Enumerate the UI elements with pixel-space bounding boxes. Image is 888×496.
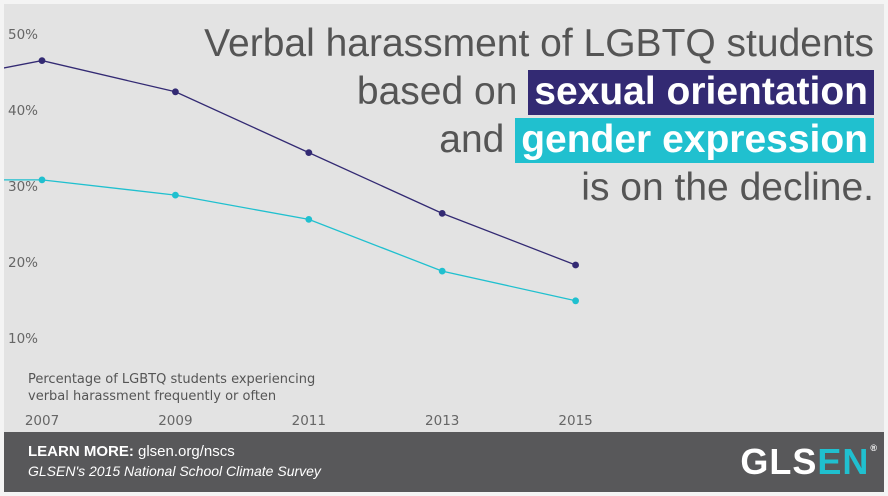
data-point-gender-expression-2007 [38, 176, 46, 184]
x-tick-label: 2009 [158, 413, 192, 429]
y-tick-label: 30% [8, 179, 38, 195]
ticks-layer: 50% 40% 30% 20% 10% 2007 2009 2011 2013 2015 [8, 27, 593, 429]
headline-line1: Verbal harassment of LGBTQ students [204, 22, 874, 65]
learn-more-label: LEARN MORE: [28, 443, 134, 460]
x-tick-label: 2011 [292, 413, 326, 429]
x-tick-label: 2015 [558, 413, 592, 429]
y-tick-label: 50% [8, 27, 38, 43]
data-point-sexual-orientation-2009 [172, 88, 179, 96]
data-point-gender-expression-2013 [438, 267, 446, 275]
logo-accent: EN [817, 441, 870, 482]
line-chart: 50% 40% 30% 20% 10% 2007 2009 2011 2013 2015 Perc… [4, 27, 593, 429]
x-tick-label: 2007 [25, 413, 59, 429]
data-point-sexual-orientation-2013 [438, 210, 446, 217]
headline-line2: based on sexual orientation [204, 68, 874, 116]
headline: Verbal harassment of LGBTQ students base… [204, 20, 874, 212]
x-tick-label: 2013 [425, 413, 459, 429]
chart-panel: 50% 40% 30% 20% 10% 2007 2009 2011 2013 2015 Perc… [4, 4, 884, 432]
series-line-sexual-orientation [4, 59, 576, 266]
headline-line3: and gender expression [204, 116, 874, 164]
data-point-sexual-orientation-2011 [305, 149, 313, 157]
headline-line2-prefix: based on [356, 70, 518, 113]
y-tick-label: 20% [8, 255, 38, 271]
survey-source: GLSEN's 2015 National School Climate Sur… [28, 463, 321, 479]
data-point-gender-expression-2015 [572, 297, 579, 305]
data-point-gender-expression-2011 [305, 216, 313, 223]
data-point-sexual-orientation-2007 [38, 57, 46, 64]
y-axis-label-line2: verbal harassment frequently or often [28, 389, 276, 404]
glsen-logo: GLSEN® [740, 441, 878, 483]
data-point-gender-expression-2009 [172, 191, 179, 199]
learn-more: LEARN MORE: glsen.org/nscs [28, 443, 235, 460]
headline-line3-prefix: and [439, 118, 505, 161]
highlight-gender-expression: gender expression [515, 118, 874, 163]
data-point-sexual-orientation-2015 [572, 261, 579, 269]
highlight-sexual-orientation: sexual orientation [528, 70, 874, 115]
footer-bar: LEARN MORE: glsen.org/nscs GLSEN's 2015 … [4, 432, 884, 492]
logo-main: GLS [740, 441, 818, 482]
y-tick-label: 40% [8, 103, 38, 119]
y-axis-label-line1: Percentage of LGBTQ students experiencin… [28, 372, 315, 387]
logo-registered-mark: ® [870, 443, 878, 453]
lines-layer [4, 57, 579, 305]
y-tick-label: 10% [8, 331, 38, 347]
series-line-gender-expression [4, 179, 576, 302]
headline-line4: is on the decline. [581, 166, 874, 209]
learn-more-link[interactable]: glsen.org/nscs [138, 443, 235, 460]
